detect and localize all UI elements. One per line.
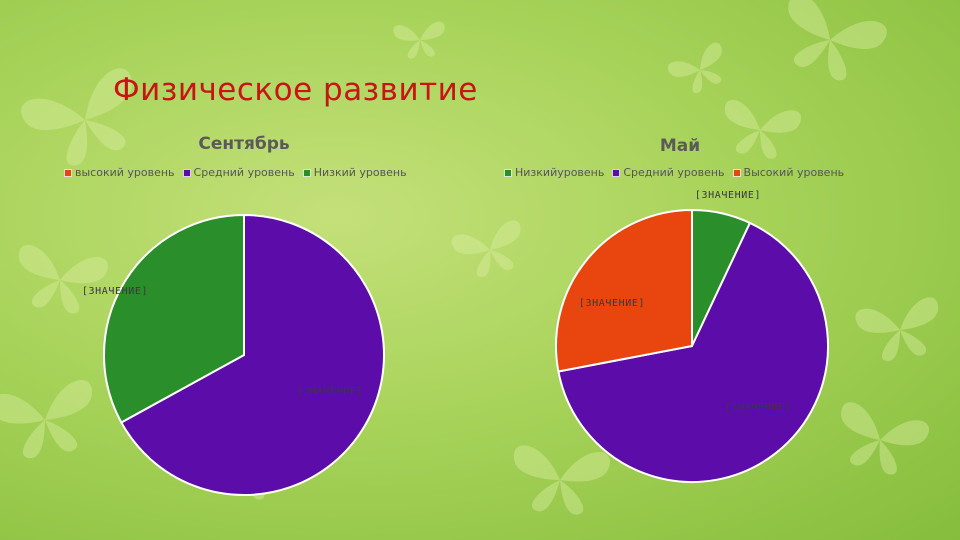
pie-slice-0-1	[119, 213, 385, 496]
legend-swatch	[612, 168, 621, 177]
chart-title-september: Сентябрь	[198, 134, 290, 154]
data-label: [ЗНАЧЕНИЕ]	[81, 286, 149, 297]
legend-swatch	[182, 168, 191, 177]
legend-label: высокий уровень	[75, 166, 175, 179]
chart-legend-may: Низкийуровень Средний уровень Высокий уров…	[504, 166, 844, 179]
slide-title: Физическое развитие	[113, 72, 478, 108]
legend-label: Средний уровень	[193, 166, 295, 179]
chart-title-may: Май	[659, 136, 701, 156]
legend-label: Низкийуровень	[515, 166, 605, 179]
legend-swatch	[302, 168, 311, 177]
legend-swatch	[504, 168, 512, 177]
legend-item: Средний уровень	[182, 166, 295, 179]
legend-item: Высокий уровень	[732, 166, 845, 179]
pie-slice-1-1	[557, 221, 829, 483]
legend-swatch	[732, 168, 741, 177]
legend-swatch	[64, 168, 72, 177]
legend-item: высокий уровень	[64, 166, 175, 179]
legend-label: Низкий уровень	[313, 166, 407, 179]
pie-slice-0-2	[103, 213, 245, 424]
legend-item: Низкийуровень	[504, 166, 604, 179]
data-label: [ЗНАЧЕНИЕ]	[578, 298, 646, 309]
chart-legend-september: высокий уровень Средний уровень Низкий уро…	[64, 166, 407, 179]
legend-item: Средний уровень	[612, 166, 725, 179]
data-label: [ЗНАЧЕНИЕ]	[694, 190, 762, 201]
data-label: [ЗНАЧЕНИЕ]	[724, 402, 792, 413]
legend-label: Высокий уровень	[743, 166, 845, 179]
legend-label: Средний уровень	[623, 166, 725, 179]
legend-item: Низкий уровень	[302, 166, 407, 179]
pie-slice-1-2	[555, 208, 693, 373]
data-label: [ЗНАЧЕНИЕ]	[296, 386, 364, 397]
